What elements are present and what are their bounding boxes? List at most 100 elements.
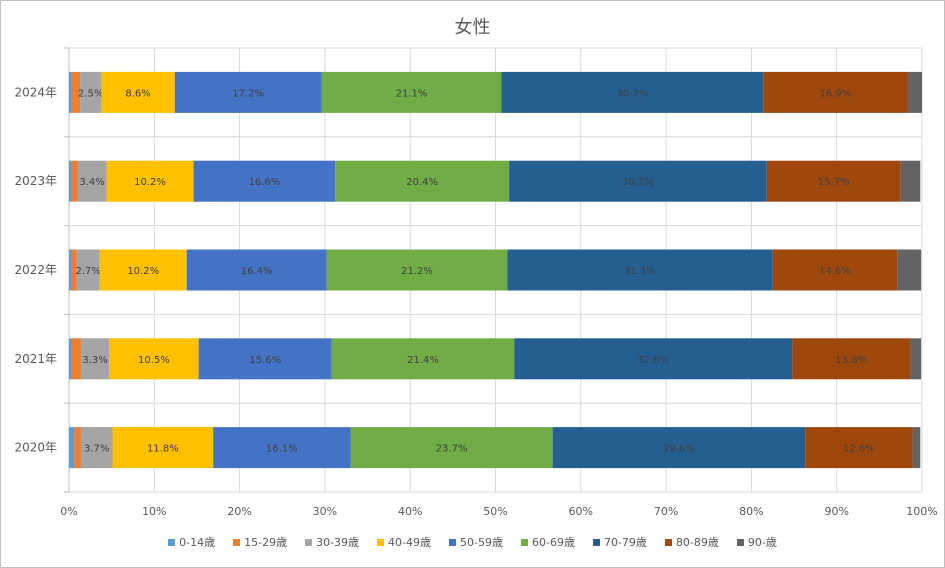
bar-segment [71, 249, 77, 291]
bar-segment [331, 338, 515, 380]
legend-swatch [305, 538, 313, 546]
bar-segment [80, 427, 113, 469]
bar-segment [80, 338, 110, 380]
legend-swatch [592, 538, 600, 546]
bar-segment [101, 71, 175, 113]
bar-segment [763, 71, 908, 113]
legend-label: 50-59歳 [460, 536, 503, 549]
bar-segment [109, 338, 199, 380]
x-tick-label: 0% [60, 505, 77, 518]
legend-label: 30-39歳 [316, 536, 360, 549]
data-label: 14.6% [819, 266, 851, 277]
bar-segment [509, 160, 767, 202]
data-label: 8.6% [125, 88, 150, 99]
data-label: 29.6% [663, 444, 695, 455]
legend-swatch [449, 538, 457, 546]
data-label: 12.6% [843, 444, 875, 455]
x-tick-label: 10% [142, 505, 166, 518]
data-label: 23.7% [436, 444, 468, 455]
bar-segment [335, 160, 510, 202]
bar-segment [69, 160, 72, 202]
bar-segment [77, 160, 107, 202]
legend-item: 80-89歳 [664, 534, 719, 550]
legend-item: 15-29歳 [233, 534, 287, 550]
x-tick-label: 30% [313, 505, 337, 518]
data-label: 3.4% [79, 177, 104, 188]
data-label: 17.2% [232, 88, 264, 99]
legend-label: 60-69歳 [531, 536, 575, 549]
bar-segment [792, 338, 911, 380]
bar-segment [106, 160, 194, 202]
legend-label: 15-29歳 [244, 536, 288, 549]
legend-swatch [520, 538, 528, 546]
data-label: 15.6% [249, 355, 281, 366]
bar-segment [501, 71, 764, 113]
bar-segment [897, 249, 922, 291]
bar-segment [112, 427, 214, 469]
x-tick-label: 40% [398, 505, 422, 518]
data-label: 32.6% [637, 355, 669, 366]
data-label: 16.9% [820, 88, 852, 99]
bar-segment [71, 160, 78, 202]
bar-segment [198, 338, 332, 380]
legend-item: 50-59歳 [449, 534, 503, 550]
legend-swatch [233, 538, 241, 546]
x-tick-label: 50% [483, 505, 507, 518]
data-label: 2.5% [78, 88, 103, 99]
legend-label: 70-79歳 [603, 536, 647, 549]
data-label: 16.4% [241, 266, 273, 277]
bar-segment [69, 249, 72, 291]
data-label: 3.3% [82, 355, 107, 366]
bar-segment [912, 427, 921, 469]
bar-segment [772, 249, 898, 291]
bar-segment [552, 427, 806, 469]
data-label: 16.1% [266, 444, 298, 455]
y-category-label: 2022年 [14, 263, 57, 277]
data-label: 20.4% [406, 177, 438, 188]
chart-title: 女性 [454, 17, 491, 38]
legend-label: 90-歳 [747, 536, 777, 549]
data-label: 21.2% [401, 266, 433, 277]
bar-segment [193, 160, 336, 202]
bar-segment [514, 338, 793, 380]
y-category-label: 2024年 [14, 85, 57, 99]
bar-segment [71, 338, 81, 380]
y-category-label: 2023年 [14, 174, 57, 188]
data-label: 2.7% [75, 266, 100, 277]
data-label: 10.2% [134, 177, 166, 188]
bar-segment [76, 249, 100, 291]
legend: 0-14歳 15-29歳 30-39歳 40-49歳 50-59歳 60-69歳 70-79… [1, 534, 944, 550]
bar-segment [69, 338, 72, 380]
x-tick-label: 90% [824, 505, 848, 518]
bar-segment [186, 249, 327, 291]
bar-segment [900, 160, 921, 202]
legend-item: 90-歳 [736, 534, 777, 550]
bar-segment [507, 249, 773, 291]
bar-segment [74, 427, 81, 469]
data-label: 21.1% [396, 88, 428, 99]
bar-segment [71, 71, 81, 113]
legend-label: 80-89歳 [675, 536, 719, 549]
bar-segment [766, 160, 901, 202]
bar-segment [805, 427, 913, 469]
data-label: 16.6% [248, 177, 280, 188]
bar-segment [213, 427, 351, 469]
data-label: 30.7% [617, 88, 649, 99]
y-category-label: 2020年 [14, 441, 57, 455]
legend-swatch [736, 538, 744, 546]
legend-item: 60-69歳 [520, 534, 575, 550]
bar-segment [69, 71, 72, 113]
x-tick-label: 70% [654, 505, 678, 518]
legend-label: 0-14歳 [179, 536, 216, 549]
x-tick-label: 80% [739, 505, 763, 518]
y-category-label: 2021年 [14, 352, 57, 366]
bar-segment [326, 249, 508, 291]
bar-segment [174, 71, 322, 113]
legend-item: 30-39歳 [305, 534, 359, 550]
bar-segment [99, 249, 187, 291]
data-label: 15.7% [818, 177, 850, 188]
data-label: 11.8% [147, 444, 179, 455]
legend-swatch [664, 538, 672, 546]
